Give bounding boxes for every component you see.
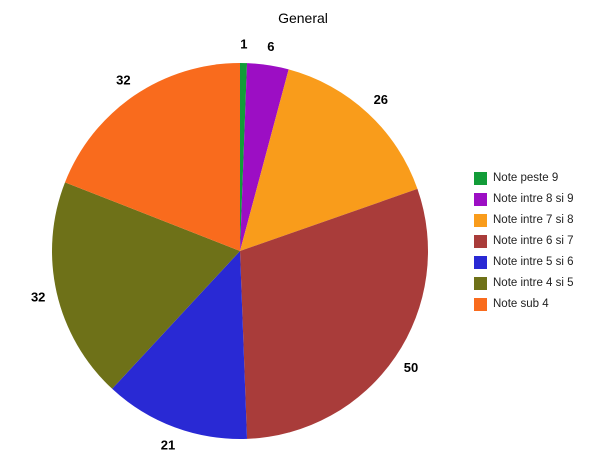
legend-item-note-intre-5-si-6: Note intre 5 si 6 (474, 252, 574, 273)
pie-slice-note-intre-7-si-8[interactable] (240, 69, 418, 251)
legend-item-note-intre-6-si-7: Note intre 6 si 7 (474, 231, 574, 252)
pie-slice-note-intre-4-si-5[interactable] (52, 182, 241, 389)
pie-slice-note-intre-5-si-6[interactable] (112, 251, 248, 440)
slice-labels-group: 1 6 26 50 21 32 32 (31, 37, 418, 453)
pie-slice-note-sub-4[interactable] (65, 63, 240, 251)
legend-label: Note intre 8 si 9 (493, 193, 574, 205)
pie-slice-note-intre-6-si-7[interactable] (240, 188, 428, 439)
slice-value-label: 21 (161, 438, 175, 453)
pie-slice-note-intre-8-si-9[interactable] (240, 63, 289, 251)
legend-color-swatch-icon (474, 214, 487, 227)
legend-color-swatch-icon (474, 256, 487, 269)
legend-item-note-sub-4: Note sub 4 (474, 294, 574, 315)
legend-label: Note intre 7 si 8 (493, 214, 574, 226)
pie-slice-note-peste-9[interactable] (240, 62, 248, 251)
legend-label: Note intre 4 si 5 (493, 277, 574, 289)
slice-value-label: 32 (116, 73, 130, 88)
legend-item-note-intre-7-si-8: Note intre 7 si 8 (474, 210, 574, 231)
legend-item-note-intre-4-si-5: Note intre 4 si 5 (474, 273, 574, 294)
legend-item-note-peste-9: Note peste 9 (474, 168, 574, 189)
legend-label: Note intre 5 si 6 (493, 256, 574, 268)
legend-label: Note peste 9 (493, 172, 559, 184)
chart-title: General (278, 10, 328, 26)
legend-color-swatch-icon (474, 277, 487, 290)
legend: Note peste 9 Note intre 8 si 9 Note intre … (474, 168, 574, 315)
legend-item-note-intre-8-si-9: Note intre 8 si 9 (474, 189, 574, 210)
slice-value-label: 50 (404, 360, 418, 375)
slice-value-label: 6 (267, 39, 274, 54)
legend-label: Note intre 6 si 7 (493, 235, 574, 247)
slice-value-label: 1 (240, 37, 247, 52)
legend-color-swatch-icon (474, 235, 487, 248)
slice-value-label: 32 (31, 290, 45, 305)
legend-label: Note sub 4 (493, 298, 549, 310)
pie-slices-group (52, 62, 428, 440)
legend-color-swatch-icon (474, 172, 487, 185)
legend-color-swatch-icon (474, 298, 487, 311)
legend-color-swatch-icon (474, 193, 487, 206)
slice-value-label: 26 (374, 92, 388, 107)
